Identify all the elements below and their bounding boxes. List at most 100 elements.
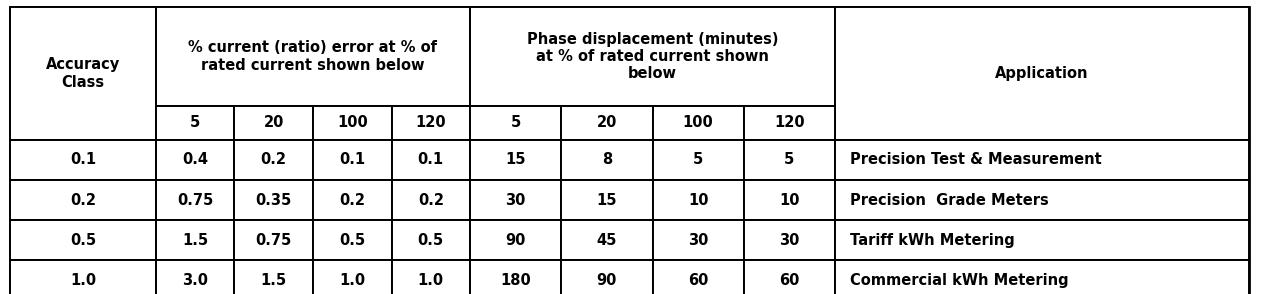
Text: 0.5: 0.5 xyxy=(70,233,96,248)
Bar xyxy=(156,7,470,106)
Text: 180: 180 xyxy=(500,273,531,288)
Text: 0.2: 0.2 xyxy=(340,193,365,208)
Bar xyxy=(392,220,470,260)
Text: 8: 8 xyxy=(602,152,612,167)
Bar xyxy=(470,180,561,220)
Bar xyxy=(234,106,313,140)
Bar xyxy=(313,140,392,180)
Text: 0.4: 0.4 xyxy=(182,152,208,167)
Text: 30: 30 xyxy=(779,233,799,248)
Bar xyxy=(561,180,653,220)
Text: % current (ratio) error at % of
rated current shown below: % current (ratio) error at % of rated cu… xyxy=(189,40,437,73)
Text: 90: 90 xyxy=(506,233,526,248)
Bar xyxy=(234,180,313,220)
Text: Commercial kWh Metering: Commercial kWh Metering xyxy=(850,273,1069,288)
Text: 5: 5 xyxy=(190,115,200,130)
Bar xyxy=(10,220,156,260)
Bar xyxy=(561,140,653,180)
Text: 45: 45 xyxy=(597,233,617,248)
Text: 0.2: 0.2 xyxy=(418,193,443,208)
Text: Precision Test & Measurement: Precision Test & Measurement xyxy=(850,152,1102,167)
Text: 0.1: 0.1 xyxy=(70,152,96,167)
Bar xyxy=(313,180,392,220)
Text: 1.0: 1.0 xyxy=(70,273,96,288)
Bar xyxy=(835,7,1249,140)
Text: 30: 30 xyxy=(506,193,526,208)
Text: 120: 120 xyxy=(416,115,446,130)
Text: 15: 15 xyxy=(506,152,526,167)
Bar xyxy=(744,180,835,220)
Text: 100: 100 xyxy=(337,115,367,130)
Bar xyxy=(561,260,653,294)
Bar xyxy=(10,260,156,294)
Bar xyxy=(561,106,653,140)
Text: 1.0: 1.0 xyxy=(340,273,365,288)
Bar xyxy=(234,260,313,294)
Text: Accuracy
Class: Accuracy Class xyxy=(46,57,120,90)
Bar xyxy=(561,220,653,260)
Text: 0.35: 0.35 xyxy=(256,193,291,208)
Bar xyxy=(744,140,835,180)
Bar xyxy=(156,106,234,140)
Text: 120: 120 xyxy=(774,115,805,130)
Bar xyxy=(653,106,744,140)
Bar xyxy=(156,180,234,220)
Text: 20: 20 xyxy=(597,115,617,130)
Text: 1.5: 1.5 xyxy=(261,273,286,288)
Bar xyxy=(234,220,313,260)
Bar xyxy=(470,260,561,294)
Bar xyxy=(653,180,744,220)
Bar xyxy=(470,106,561,140)
Text: 15: 15 xyxy=(597,193,617,208)
Bar xyxy=(835,220,1249,260)
Bar xyxy=(392,140,470,180)
Bar xyxy=(653,220,744,260)
Text: 0.5: 0.5 xyxy=(418,233,443,248)
Text: 10: 10 xyxy=(779,193,799,208)
Bar xyxy=(234,140,313,180)
Bar xyxy=(653,140,744,180)
Text: 60: 60 xyxy=(779,273,799,288)
Bar xyxy=(313,260,392,294)
Text: 10: 10 xyxy=(688,193,708,208)
Text: Precision  Grade Meters: Precision Grade Meters xyxy=(850,193,1049,208)
Text: 0.75: 0.75 xyxy=(177,193,213,208)
Text: 5: 5 xyxy=(693,152,703,167)
Text: 0.1: 0.1 xyxy=(340,152,365,167)
Text: Tariff kWh Metering: Tariff kWh Metering xyxy=(850,233,1015,248)
Bar xyxy=(744,260,835,294)
Bar xyxy=(10,140,156,180)
Bar xyxy=(392,260,470,294)
Bar xyxy=(744,106,835,140)
Text: 1.5: 1.5 xyxy=(182,233,208,248)
Text: 0.1: 0.1 xyxy=(418,152,443,167)
Text: 5: 5 xyxy=(784,152,794,167)
Bar xyxy=(156,140,234,180)
Bar xyxy=(835,140,1249,180)
Bar xyxy=(835,260,1249,294)
Bar xyxy=(156,220,234,260)
Text: 20: 20 xyxy=(264,115,284,130)
Text: Application: Application xyxy=(996,66,1088,81)
Bar xyxy=(653,260,744,294)
Bar xyxy=(392,106,470,140)
Text: 3.0: 3.0 xyxy=(182,273,208,288)
Text: 0.2: 0.2 xyxy=(70,193,96,208)
Bar xyxy=(313,220,392,260)
Text: 100: 100 xyxy=(683,115,713,130)
Bar xyxy=(470,140,561,180)
Text: 0.2: 0.2 xyxy=(261,152,286,167)
Bar xyxy=(744,220,835,260)
Text: 90: 90 xyxy=(597,273,617,288)
Bar xyxy=(470,220,561,260)
Bar xyxy=(835,180,1249,220)
Bar xyxy=(10,7,156,140)
Bar xyxy=(470,7,835,106)
Bar xyxy=(313,106,392,140)
Text: 0.75: 0.75 xyxy=(256,233,291,248)
Text: 30: 30 xyxy=(688,233,708,248)
Text: 1.0: 1.0 xyxy=(418,273,443,288)
Bar xyxy=(392,180,470,220)
Text: Phase displacement (minutes)
at % of rated current shown
below: Phase displacement (minutes) at % of rat… xyxy=(527,32,778,81)
Text: 0.5: 0.5 xyxy=(340,233,365,248)
